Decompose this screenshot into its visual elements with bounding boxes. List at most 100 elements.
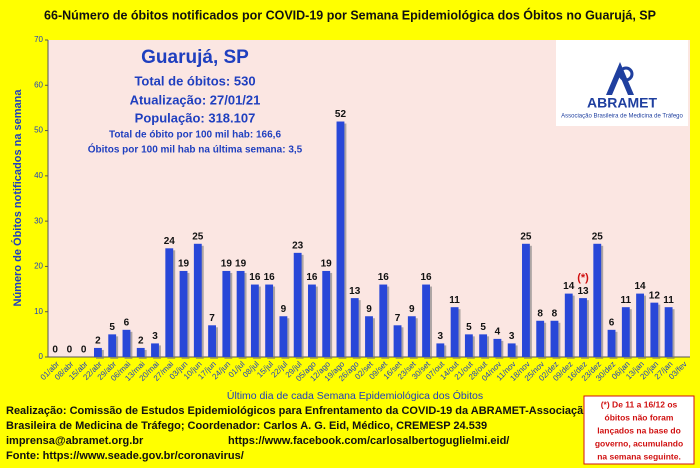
bar xyxy=(236,270,245,357)
value-label: 16 xyxy=(264,272,276,283)
value-label: 7 xyxy=(209,313,215,324)
y-tick-label: 20 xyxy=(34,262,43,271)
bar xyxy=(579,298,587,357)
value-label: 52 xyxy=(335,109,347,120)
bar xyxy=(250,284,259,357)
value-label: 3 xyxy=(438,331,444,342)
value-label: 2 xyxy=(138,336,144,347)
logo-subtext: Associação Brasileira de Medicina de Trá… xyxy=(561,114,683,120)
bar xyxy=(365,316,373,357)
note-line: lançados na base do xyxy=(597,425,681,435)
value-label: 19 xyxy=(178,259,190,270)
value-label: 19 xyxy=(235,259,247,270)
info-city: Guarujá, SP xyxy=(141,47,249,68)
bar xyxy=(322,270,331,357)
y-tick-label: 0 xyxy=(39,352,44,361)
value-label: 6 xyxy=(124,317,130,328)
annotation: (*) xyxy=(577,272,589,284)
bar xyxy=(208,325,216,357)
value-label: 11 xyxy=(449,295,460,306)
logo-box xyxy=(556,40,688,126)
value-label: 16 xyxy=(378,272,390,283)
logo: ABRAMET Associação Brasileira de Medicin… xyxy=(556,40,688,126)
note-frame xyxy=(583,395,695,465)
info-line: Óbitos por 100 mil hab na última semana:… xyxy=(88,143,303,156)
value-label: 24 xyxy=(164,236,176,247)
footer-line: imprensa@abramet.org.br xyxy=(6,435,144,447)
bar xyxy=(522,243,530,357)
y-tick-label: 10 xyxy=(34,307,43,316)
footer-line: Brasileira de Medicina de Tráfego; Coord… xyxy=(6,420,487,432)
value-label: 0 xyxy=(52,345,58,356)
value-label: 14 xyxy=(563,281,575,292)
note-line: governo, acumulando xyxy=(595,438,683,448)
value-label: 9 xyxy=(281,304,287,315)
bar xyxy=(336,121,345,357)
value-label: 7 xyxy=(395,313,401,324)
value-label: 14 xyxy=(635,281,647,292)
bar xyxy=(564,293,573,357)
footer-line: Realização: Comissão de Estudos Epidemio… xyxy=(6,405,590,417)
bar xyxy=(193,243,202,357)
note-line: óbitos não foram xyxy=(605,412,674,422)
bar xyxy=(393,325,402,357)
bar xyxy=(308,284,316,357)
info-line: Atualização: 27/01/21 xyxy=(130,92,261,107)
value-label: 13 xyxy=(349,286,361,297)
bar xyxy=(450,307,459,357)
y-tick-label: 70 xyxy=(34,35,43,44)
value-label: 0 xyxy=(81,345,87,356)
note-box: (*) De 11 a 16/12 os óbitos não foram la… xyxy=(583,395,695,465)
value-label: 4 xyxy=(495,327,501,338)
value-label: 9 xyxy=(366,304,372,315)
value-label: 16 xyxy=(306,272,318,283)
value-label: 23 xyxy=(292,240,304,251)
value-label: 25 xyxy=(192,231,204,242)
bar xyxy=(536,320,545,357)
value-label: 19 xyxy=(221,259,233,270)
bar xyxy=(136,347,145,357)
value-label: 25 xyxy=(592,231,604,242)
value-label: 11 xyxy=(663,295,674,306)
value-label: 11 xyxy=(621,295,632,306)
footer-line: Fonte: https://www.seade.gov.br/coronavi… xyxy=(6,450,244,462)
value-label: 8 xyxy=(537,308,543,319)
value-label: 19 xyxy=(321,259,333,270)
bar xyxy=(636,293,644,357)
y-tick-label: 50 xyxy=(34,126,43,135)
y-tick-label: 40 xyxy=(34,171,43,180)
bar xyxy=(94,347,102,357)
bar xyxy=(507,343,516,357)
bar xyxy=(279,316,288,357)
value-label: 13 xyxy=(577,286,589,297)
value-label: 5 xyxy=(480,322,486,333)
bar xyxy=(593,243,602,357)
footer-line: https://www.facebook.com/carlosalbertogu… xyxy=(228,435,509,447)
bar xyxy=(664,307,673,357)
bar xyxy=(350,298,359,357)
value-label: 16 xyxy=(421,272,433,283)
bar xyxy=(621,307,630,357)
y-tick-label: 60 xyxy=(34,80,43,89)
logo-text: ABRAMET xyxy=(587,95,657,111)
bar xyxy=(422,284,430,357)
bar xyxy=(108,334,117,357)
x-axis-title: Último dia de cada Semana Epidemiológica… xyxy=(227,389,483,402)
value-label: 12 xyxy=(649,290,661,301)
bar xyxy=(436,343,445,357)
bar xyxy=(650,302,659,357)
value-label: 2 xyxy=(95,336,101,347)
value-label: 16 xyxy=(249,272,261,283)
bar xyxy=(464,334,473,357)
info-line: Total de óbitos: 530 xyxy=(134,73,255,88)
info-line: População: 318.107 xyxy=(135,110,256,125)
bar xyxy=(151,343,159,357)
value-label: 9 xyxy=(409,304,415,315)
value-label: 5 xyxy=(466,322,472,333)
info-box: Guarujá, SP Total de óbitos: 530 Atualiz… xyxy=(88,47,303,156)
value-label: 3 xyxy=(152,331,158,342)
bar xyxy=(265,284,274,357)
value-label: 6 xyxy=(609,317,615,328)
logo-icon xyxy=(606,62,634,95)
